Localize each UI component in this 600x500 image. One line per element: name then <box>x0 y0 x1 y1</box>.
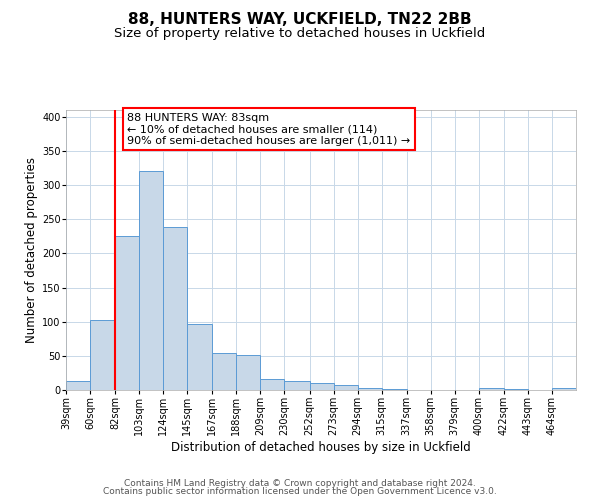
Bar <box>358 388 382 390</box>
Bar <box>479 388 504 390</box>
Bar <box>163 228 187 390</box>
Text: Size of property relative to detached houses in Uckfield: Size of property relative to detached ho… <box>115 28 485 40</box>
Y-axis label: Number of detached properties: Number of detached properties <box>25 157 38 343</box>
Text: 88, HUNTERS WAY, UCKFIELD, TN22 2BB: 88, HUNTERS WAY, UCKFIELD, TN22 2BB <box>128 12 472 28</box>
Bar <box>187 324 212 390</box>
Bar <box>212 353 236 390</box>
Bar <box>260 379 284 390</box>
Text: 88 HUNTERS WAY: 83sqm
← 10% of detached houses are smaller (114)
90% of semi-det: 88 HUNTERS WAY: 83sqm ← 10% of detached … <box>127 113 410 146</box>
Bar <box>66 381 90 390</box>
Bar <box>236 355 260 390</box>
Bar <box>284 381 310 390</box>
Bar <box>334 384 358 390</box>
Bar <box>310 383 334 390</box>
Bar <box>115 236 139 390</box>
Bar <box>90 320 115 390</box>
Bar <box>552 388 576 390</box>
Text: Contains HM Land Registry data © Crown copyright and database right 2024.: Contains HM Land Registry data © Crown c… <box>124 478 476 488</box>
X-axis label: Distribution of detached houses by size in Uckfield: Distribution of detached houses by size … <box>171 440 471 454</box>
Bar <box>139 172 163 390</box>
Text: Contains public sector information licensed under the Open Government Licence v3: Contains public sector information licen… <box>103 488 497 496</box>
